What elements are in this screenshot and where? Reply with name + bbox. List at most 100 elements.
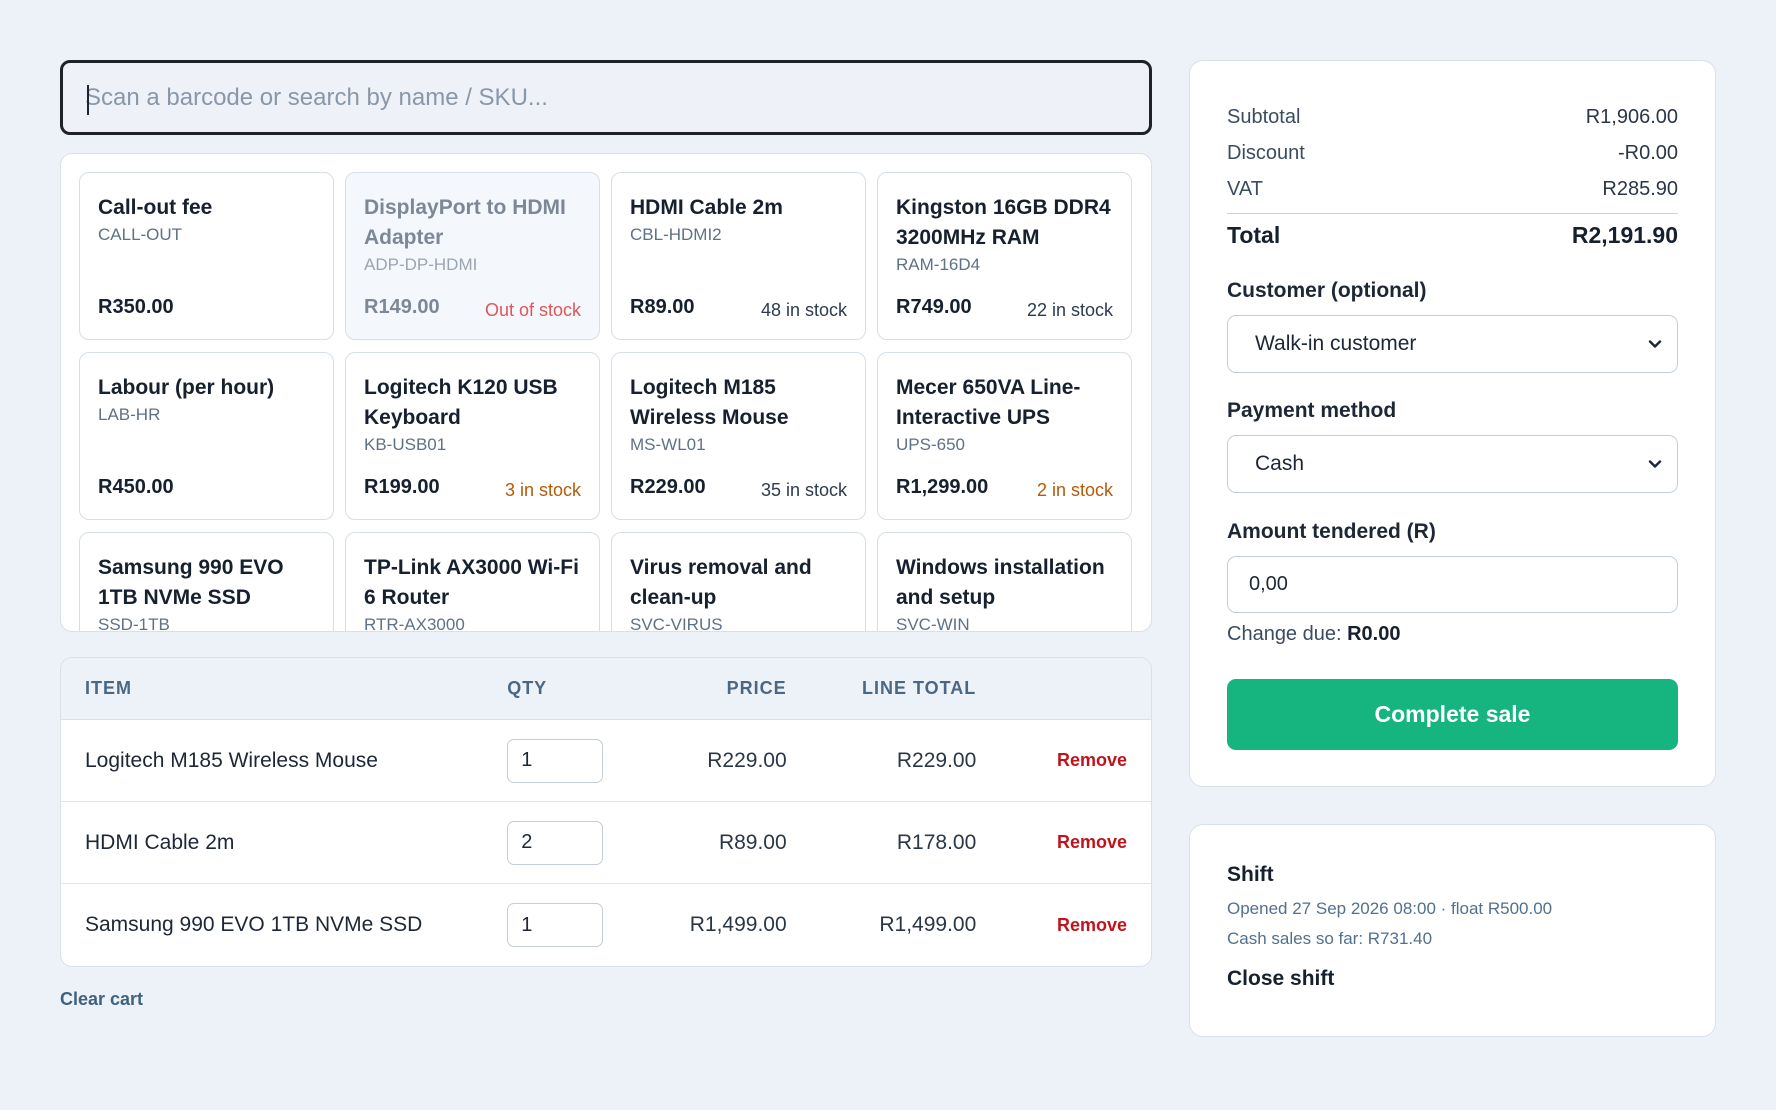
discount-value: -R0.00 (1617, 141, 1678, 164)
product-sku: KB-USB01 (364, 435, 447, 454)
product-card[interactable]: DisplayPort to HDMI Adapter ADP-DP-HDMI R1… (345, 172, 600, 340)
header-price: PRICE (726, 678, 787, 698)
change-value: R0.00 (1347, 623, 1401, 645)
customer-selected-value: Walk-in customer (1255, 332, 1417, 355)
product-card[interactable]: Windows installation and setup SVC-WIN (877, 532, 1132, 632)
shift-panel: Shift Opened 27 Sep 2026 08:00 · float R… (1189, 824, 1716, 1037)
product-name: Windows installation and setup (896, 556, 1105, 609)
amount-tendered-input[interactable] (1227, 556, 1678, 613)
summary-panel: Subtotal R1,906.00 Discount -R0.00 VAT R… (1189, 60, 1716, 787)
header-item: ITEM (85, 678, 132, 698)
shift-opened-info: Opened 27 Sep 2026 08:00 · float R500.00 (1227, 899, 1553, 918)
product-sku: ADP-DP-HDMI (364, 255, 478, 274)
product-card[interactable]: Kingston 16GB DDR4 3200MHz RAM RAM-16D4 R7… (877, 172, 1132, 340)
product-sku: SSD-1TB (98, 615, 170, 632)
product-name: Labour (per hour) (98, 376, 275, 399)
product-price: R89.00 (630, 296, 695, 318)
cart-qty-cell (507, 738, 637, 783)
close-shift-button[interactable]: Close shift (1227, 967, 1335, 990)
discount-row: Discount -R0.00 (1227, 135, 1678, 171)
product-card[interactable]: TP-Link AX3000 Wi-Fi 6 Router RTR-AX3000 (345, 532, 600, 632)
vat-row: VAT R285.90 (1227, 171, 1678, 207)
product-card[interactable]: Call-out fee CALL-OUT R350.00 (79, 172, 334, 340)
payment-method-select[interactable]: Cash (1227, 435, 1678, 493)
quantity-input[interactable] (507, 903, 604, 947)
remove-button[interactable]: Remove (1056, 750, 1127, 770)
cart-action-cell: Remove (976, 832, 1151, 853)
product-name: Logitech M185 Wireless Mouse (630, 376, 789, 429)
change-label: Change due: (1227, 623, 1342, 645)
cart-qty-cell (507, 820, 637, 865)
product-sku: CALL-OUT (98, 225, 183, 244)
product-sku: RTR-AX3000 (364, 615, 465, 632)
vat-value: R285.90 (1602, 177, 1678, 200)
vat-label: VAT (1227, 177, 1263, 200)
quantity-input[interactable] (507, 820, 604, 865)
chevron-down-icon (1648, 340, 1662, 348)
product-card[interactable]: Logitech M185 Wireless Mouse MS-WL01 R229.… (611, 352, 866, 520)
cart-row: HDMI Cable 2m R89.00 R178.00 Remove (61, 802, 1151, 884)
customer-label: Customer (optional) (1227, 279, 1427, 302)
product-card[interactable]: Logitech K120 USB Keyboard KB-USB01 R199.0… (345, 352, 600, 520)
cart-rows: Logitech M185 Wireless Mouse R229.00 R229.… (61, 720, 1151, 966)
search-input[interactable] (85, 83, 1127, 112)
product-name: Mecer 650VA Line-Interactive UPS (896, 376, 1081, 429)
search-bar[interactable] (60, 60, 1152, 135)
stock-badge: 3 in stock (504, 480, 581, 500)
stock-badge: 22 in stock (1026, 300, 1113, 320)
product-sku: LAB-HR (98, 405, 161, 424)
product-card[interactable]: Virus removal and clean-up SVC-VIRUS (611, 532, 866, 632)
product-card[interactable]: Samsung 990 EVO 1TB NVMe SSD SSD-1TB (79, 532, 334, 632)
product-name: DisplayPort to HDMI Adapter (364, 196, 566, 249)
product-grid: Call-out fee CALL-OUT R350.00 DisplayPort t… (79, 172, 1133, 632)
complete-sale-button[interactable]: Complete sale (1227, 679, 1678, 750)
cart-item-name: Logitech M185 Wireless Mouse (85, 748, 378, 772)
product-name: Samsung 990 EVO 1TB NVMe SSD (98, 556, 284, 609)
cart-action-cell: Remove (976, 750, 1151, 771)
cart-qty-cell (507, 903, 637, 947)
payment-label: Payment method (1227, 399, 1397, 422)
chevron-down-icon (1648, 460, 1662, 468)
product-grid-panel[interactable]: Call-out fee CALL-OUT R350.00 DisplayPort t… (60, 153, 1152, 632)
stock-badge: Out of stock (484, 300, 581, 320)
remove-button[interactable]: Remove (1056, 914, 1127, 935)
cart-row: Samsung 990 EVO 1TB NVMe SSD R1,499.00 R1,… (61, 884, 1151, 966)
product-sku: SVC-VIRUS (630, 615, 723, 632)
shift-title: Shift (1227, 863, 1274, 886)
product-sku: RAM-16D4 (896, 255, 981, 274)
clear-cart-button[interactable]: Clear cart (60, 989, 144, 1009)
subtotal-value: R1,906.00 (1585, 105, 1678, 128)
quantity-input[interactable] (507, 738, 604, 783)
subtotal-row: Subtotal R1,906.00 (1227, 99, 1678, 135)
payment-selected-value: Cash (1255, 452, 1305, 475)
stock-badge: 48 in stock (760, 300, 847, 320)
product-name: Virus removal and clean-up (630, 556, 812, 609)
subtotal-label: Subtotal (1227, 105, 1301, 128)
customer-select[interactable]: Walk-in customer (1227, 315, 1678, 373)
cart-action-cell: Remove (976, 915, 1151, 936)
product-price: R350.00 (98, 296, 174, 318)
product-price: R1,299.00 (896, 476, 989, 498)
product-price: R749.00 (896, 296, 972, 318)
tendered-label: Amount tendered (R) (1227, 520, 1436, 543)
left-column: Call-out fee CALL-OUT R350.00 DisplayPort t… (60, 60, 1152, 1010)
product-price: R149.00 (364, 296, 440, 318)
cart-table: ITEM QTY PRICE LINE TOTAL Logitech M185 … (60, 657, 1152, 967)
cart-header: ITEM QTY PRICE LINE TOTAL (61, 658, 1151, 720)
shift-cash-sales: Cash sales so far: R731.40 (1227, 929, 1433, 948)
product-sku: SVC-WIN (896, 615, 970, 632)
cart-line-total: R1,499.00 (879, 913, 977, 936)
remove-button[interactable]: Remove (1056, 832, 1127, 852)
product-card[interactable]: HDMI Cable 2m CBL-HDMI2 R89.00 48 in stock (611, 172, 866, 340)
product-card[interactable]: Mecer 650VA Line-Interactive UPS UPS-650 R… (877, 352, 1132, 520)
product-sku: UPS-650 (896, 435, 965, 454)
cart-line-total: R178.00 (896, 830, 977, 854)
cart-item-price: R89.00 (718, 830, 787, 854)
product-name: HDMI Cable 2m (630, 196, 783, 219)
cart-line-total: R229.00 (896, 748, 977, 772)
total-label: Total (1227, 222, 1281, 248)
stock-badge: 35 in stock (760, 480, 847, 500)
total-row: Total R2,191.90 (1227, 213, 1678, 249)
cart-row: Logitech M185 Wireless Mouse R229.00 R229.… (61, 720, 1151, 802)
product-card[interactable]: Labour (per hour) LAB-HR R450.00 (79, 352, 334, 520)
